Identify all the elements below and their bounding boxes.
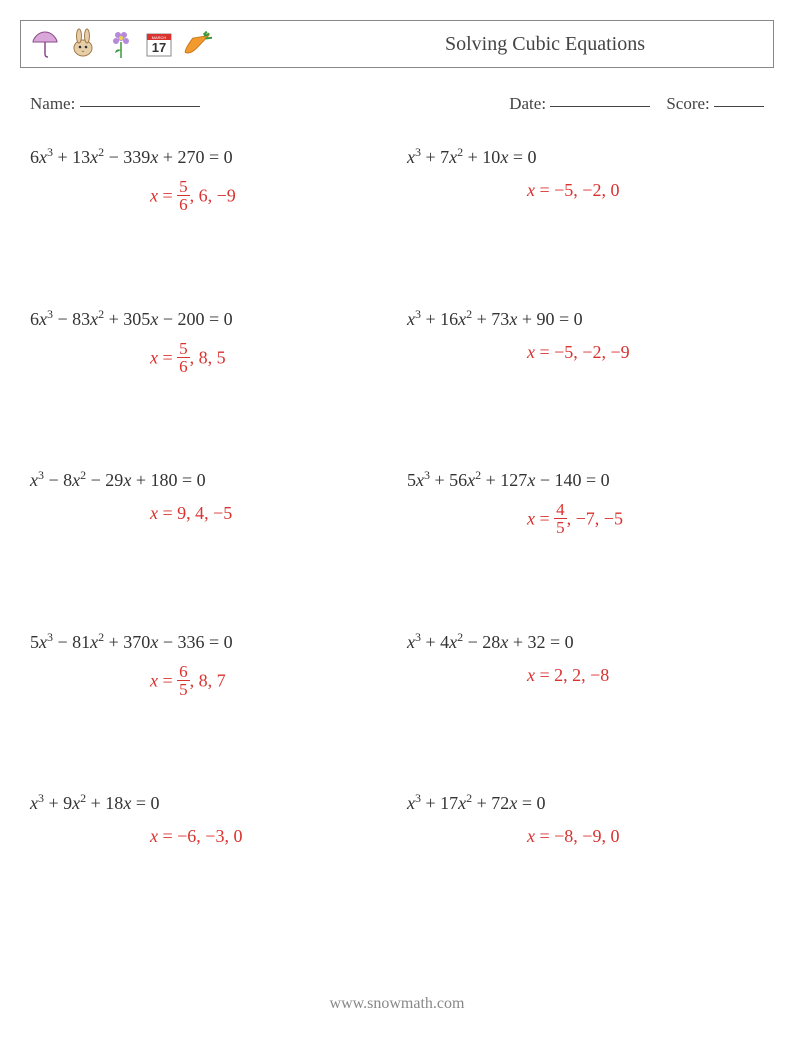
problem: x3 + 9x2 + 18x = 0 x = −6, −3, 0 [30,781,387,943]
meta-row: Name: Date: Score: [30,92,764,114]
worksheet-title: Solving Cubic Equations [445,33,645,56]
score-label: Score: [666,94,709,113]
footer-url: www.snowmath.com [0,995,794,1013]
problems-grid: 6x3 + 13x2 − 339x + 270 = 0 x = 56, 6, −9… [30,135,764,943]
problem: 6x3 + 13x2 − 339x + 270 = 0 x = 56, 6, −9 [30,135,387,297]
calendar-17-icon: MARCH 17 [143,28,175,60]
problem: 5x3 + 56x2 + 127x − 140 = 0 x = 45, −7, −… [407,458,764,620]
answer: x = 65, 8, 7 [30,665,387,700]
equation: x3 + 17x2 + 72x = 0 [407,791,764,814]
worksheet-header: MARCH 17 Solving Cubic Equations [20,20,774,68]
problem: x3 − 8x2 − 29x + 180 = 0 x = 9, 4, −5 [30,458,387,620]
name-label: Name: [30,94,75,113]
answer: x = 45, −7, −5 [407,503,764,538]
equation: x3 + 4x2 − 28x + 32 = 0 [407,630,764,653]
score-field: Score: [666,92,764,114]
answer: x = −5, −2, 0 [407,180,764,201]
problem: x3 + 7x2 + 10x = 0 x = −5, −2, 0 [407,135,764,297]
date-label: Date: [509,94,546,113]
date-blank[interactable] [550,90,650,107]
name-field: Name: [30,92,200,114]
umbrella-icon [29,28,61,60]
equation: x3 + 16x2 + 73x + 90 = 0 [407,307,764,330]
problem: x3 + 4x2 − 28x + 32 = 0 x = 2, 2, −8 [407,620,764,782]
answer: x = 56, 8, 5 [30,342,387,377]
answer: x = 9, 4, −5 [30,503,387,524]
answer: x = −6, −3, 0 [30,826,387,847]
svg-text:17: 17 [152,40,166,55]
flower-icon [105,28,137,60]
equation: 6x3 + 13x2 − 339x + 270 = 0 [30,145,387,168]
equation: x3 − 8x2 − 29x + 180 = 0 [30,468,387,491]
header-icons: MARCH 17 [29,28,213,60]
equation: 6x3 − 83x2 + 305x − 200 = 0 [30,307,387,330]
problem: x3 + 16x2 + 73x + 90 = 0 x = −5, −2, −9 [407,297,764,459]
problem: 5x3 − 81x2 + 370x − 336 = 0 x = 65, 8, 7 [30,620,387,782]
score-blank[interactable] [714,90,764,107]
rabbit-icon [67,28,99,60]
problem: x3 + 17x2 + 72x = 0 x = −8, −9, 0 [407,781,764,943]
name-blank[interactable] [80,90,200,107]
equation: 5x3 + 56x2 + 127x − 140 = 0 [407,468,764,491]
date-field: Date: [509,92,650,114]
answer: x = 2, 2, −8 [407,665,764,686]
equation: 5x3 − 81x2 + 370x − 336 = 0 [30,630,387,653]
carrot-icon [181,28,213,60]
problem: 6x3 − 83x2 + 305x − 200 = 0 x = 56, 8, 5 [30,297,387,459]
equation: x3 + 9x2 + 18x = 0 [30,791,387,814]
answer: x = 56, 6, −9 [30,180,387,215]
equation: x3 + 7x2 + 10x = 0 [407,145,764,168]
answer: x = −5, −2, −9 [407,342,764,363]
answer: x = −8, −9, 0 [407,826,764,847]
